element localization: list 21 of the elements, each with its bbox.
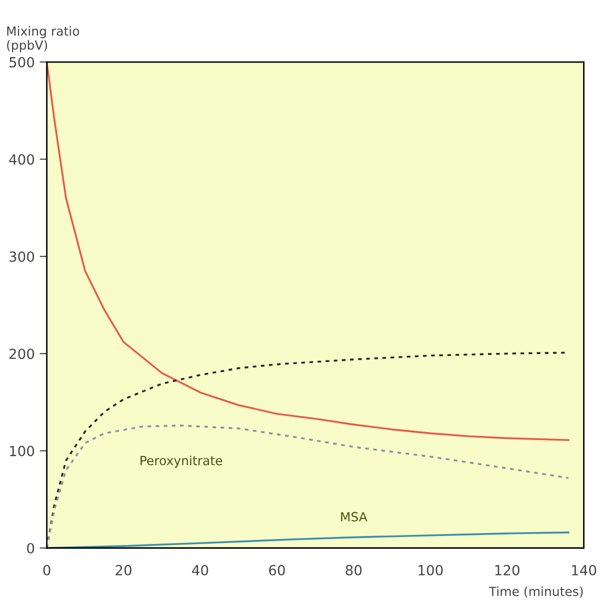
y-tick-label: 100: [10, 446, 34, 456]
x-tick-label: 0: [43, 564, 50, 576]
x-tick-label: 20: [116, 564, 132, 576]
line-series: [46, 62, 570, 442]
line-series: [46, 532, 570, 548]
x-tick-label: 100: [418, 564, 443, 576]
x-tick-label: 80: [346, 564, 362, 576]
x-axis-title: Time (minutes): [488, 586, 583, 598]
text: Peroxynitrate: [140, 456, 222, 468]
y-axis-title: Mixing ratio (ppbV): [7, 26, 80, 52]
y-tick-label: 200: [10, 348, 34, 360]
y-tick-label: 500: [10, 56, 34, 68]
y-tick-label: 400: [9, 154, 34, 165]
y-tick-label: 300: [10, 251, 34, 262]
y-tick-label: 0: [27, 542, 34, 554]
x-tick-label: 60: [269, 564, 285, 576]
x-tick-label: 140: [572, 564, 596, 576]
x-tick-label: 120: [495, 564, 520, 576]
line-series: [46, 424, 570, 548]
x-tick-label: 40: [192, 564, 208, 576]
series-label: MSA: [341, 512, 368, 522]
